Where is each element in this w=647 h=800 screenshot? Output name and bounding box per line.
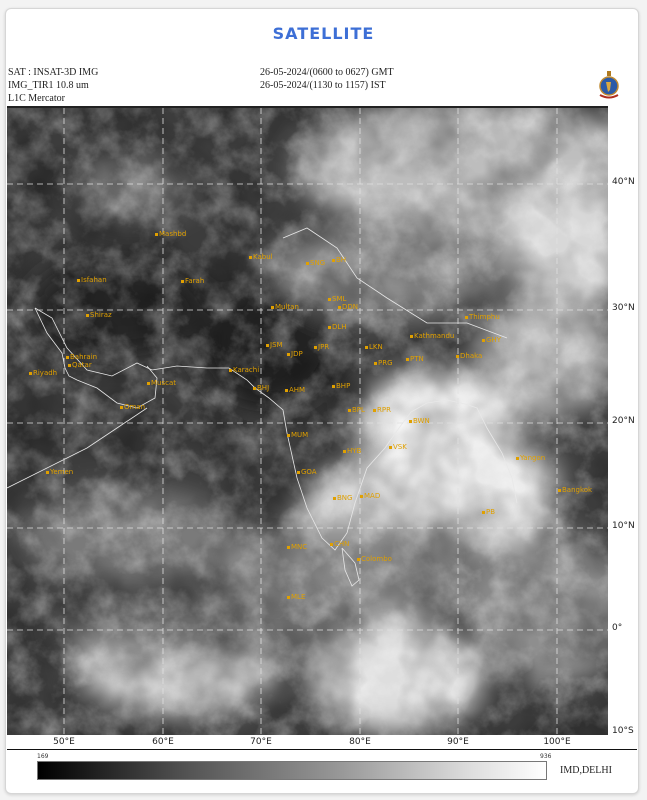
lon-label: 70°E: [250, 737, 272, 747]
city-label: CHN: [330, 540, 349, 548]
lat-label: 40°N: [612, 177, 635, 187]
colorbar-max: 936: [540, 753, 552, 760]
imd-logo-icon: [599, 71, 619, 99]
city-label: JPR: [314, 343, 329, 351]
city-label: Riyadh: [29, 369, 57, 377]
header-left: SAT : INSAT-3D IMG IMG_TIR1 10.8 um L1C …: [8, 66, 98, 105]
city-label: Oman: [120, 403, 145, 411]
city-label: Mashbd: [155, 230, 186, 238]
colorbar-min: 169: [37, 753, 49, 760]
city-label: JSM: [266, 341, 283, 349]
city-label: BHP: [332, 382, 350, 390]
lon-label: 50°E: [53, 737, 75, 747]
city-label: HYB: [343, 447, 361, 455]
city-label: VSK: [389, 443, 407, 451]
city-label: RPR: [373, 406, 391, 414]
lat-label: 10°S: [612, 726, 634, 736]
lon-label: 100°E: [543, 737, 571, 747]
graticule: [7, 108, 608, 735]
city-label: GOA: [297, 468, 317, 476]
lon-label: 80°E: [349, 737, 371, 747]
colorbar: [37, 761, 547, 780]
credit-label: IMD,DELHI: [560, 765, 612, 776]
city-label: SNG: [306, 259, 325, 267]
lat-label: 10°N: [612, 521, 635, 531]
lat-label: 20°N: [612, 416, 635, 426]
city-label: Shiraz: [86, 311, 112, 319]
city-label: Karachi: [229, 366, 259, 374]
city-label: LKN: [365, 343, 383, 351]
city-label: Farah: [181, 277, 204, 285]
channel-name: IMG_TIR1 10.8 um: [8, 80, 89, 91]
city-label: MAD: [360, 492, 380, 500]
city-label: PB: [482, 508, 495, 516]
city-label: GHY: [482, 336, 501, 344]
city-label: BHJ: [253, 384, 269, 392]
lat-label: 0°: [612, 623, 623, 633]
lat-label: 30°N: [612, 303, 635, 313]
projection-name: L1C Mercator: [8, 93, 65, 104]
page-title: SATELLITE: [272, 24, 375, 43]
city-label: BPL: [348, 406, 365, 414]
city-label: Yangon: [516, 454, 545, 462]
city-label: Bangkok: [558, 486, 592, 494]
city-label: Multan: [271, 303, 299, 311]
header-time: 26-05-2024/(0600 to 0627) GMT 26-05-2024…: [260, 66, 394, 92]
city-label: Kathmandu: [410, 332, 454, 340]
time-gmt: 26-05-2024/(0600 to 0627) GMT: [260, 67, 394, 78]
city-label: BNG: [333, 494, 352, 502]
lon-label: 60°E: [152, 737, 174, 747]
city-label: DLH: [328, 323, 347, 331]
city-label: DDN: [338, 303, 358, 311]
city-label: PRG: [374, 359, 393, 367]
city-label: AHM: [285, 386, 305, 394]
divider: [7, 749, 637, 750]
city-label: Thimphu: [465, 313, 500, 321]
city-label: BH: [332, 256, 346, 264]
city-label: MUM: [287, 431, 308, 439]
city-label: MNC: [287, 543, 307, 551]
city-label: JDP: [287, 350, 303, 358]
time-ist: 26-05-2024/(1130 to 1157) IST: [260, 80, 386, 91]
city-label: Muscat: [147, 379, 176, 387]
city-label: Dhaka: [456, 352, 482, 360]
city-label: Kabul: [249, 253, 273, 261]
city-label: BWN: [409, 417, 430, 425]
satellite-name: SAT : INSAT-3D IMG: [8, 67, 99, 78]
city-label: Qatar: [68, 361, 92, 369]
city-label: PTN: [406, 355, 424, 363]
satellite-image: Mashbd Kabul Isfahan Farah SNG BH Multan SML DDN…: [7, 106, 608, 735]
city-label: Colombo: [357, 555, 392, 563]
city-label: MLE: [287, 593, 305, 601]
city-label: SML: [328, 295, 346, 303]
city-label: Yemen: [46, 468, 73, 476]
city-label: Isfahan: [77, 276, 107, 284]
lon-label: 90°E: [447, 737, 469, 747]
coastlines: [7, 227, 518, 587]
city-label: Bahrain: [66, 353, 97, 361]
